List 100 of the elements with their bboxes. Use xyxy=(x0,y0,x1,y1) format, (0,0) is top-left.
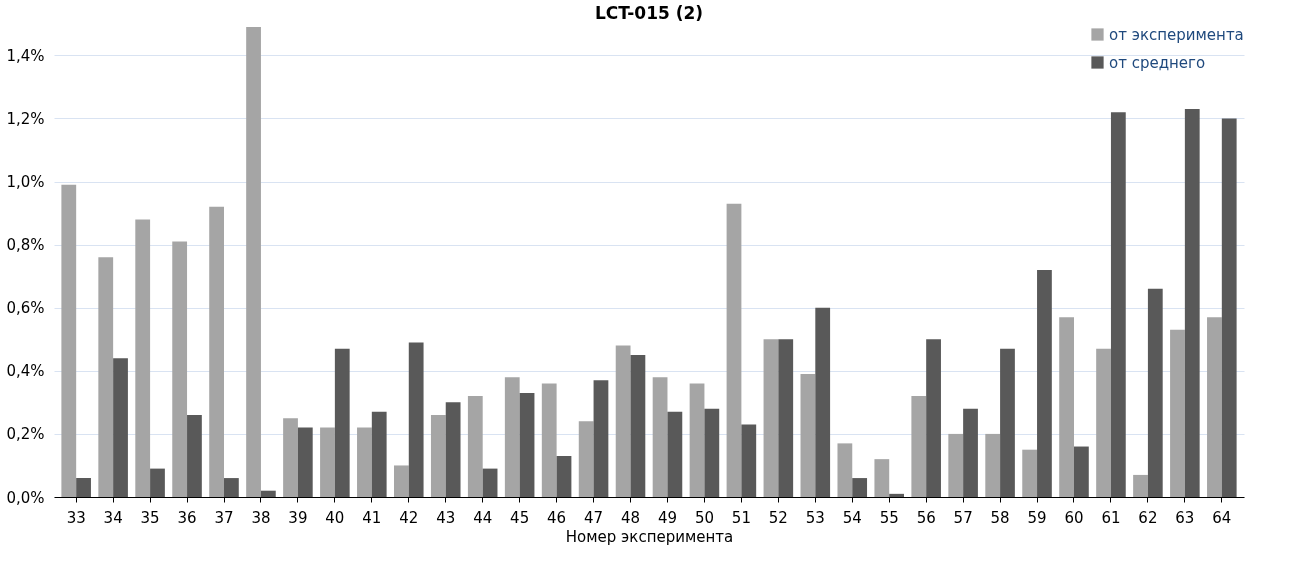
bar xyxy=(371,411,387,497)
bar xyxy=(926,339,941,497)
bar xyxy=(113,358,128,497)
bar xyxy=(1170,329,1185,497)
bar xyxy=(135,219,151,497)
bar xyxy=(985,433,1001,497)
bar xyxy=(541,383,557,497)
bar xyxy=(1059,317,1074,497)
y-tick-label: 1,4% xyxy=(6,46,45,65)
x-axis-title: Номер эксперимента xyxy=(565,527,734,546)
bar xyxy=(615,345,631,497)
x-tick-label: 57 xyxy=(953,508,973,527)
y-tick-label: 0,2% xyxy=(6,425,45,444)
bar xyxy=(726,203,742,497)
x-tick-label: 59 xyxy=(1027,508,1047,527)
bar xyxy=(394,465,409,497)
legend-label: от среднего xyxy=(1109,53,1206,72)
x-tick-label: 37 xyxy=(214,508,234,527)
bar xyxy=(1133,474,1148,497)
bar xyxy=(283,418,298,497)
x-tick-label: 48 xyxy=(620,508,641,527)
bar xyxy=(357,427,372,497)
bar xyxy=(815,307,831,497)
bar xyxy=(652,377,668,497)
legend-label: от эксперимента xyxy=(1109,25,1244,44)
x-tick-label: 45 xyxy=(510,508,530,527)
bar xyxy=(1207,317,1222,497)
x-tick-label: 33 xyxy=(66,508,86,527)
bar xyxy=(800,373,816,497)
bar xyxy=(763,339,779,497)
bar xyxy=(224,478,239,497)
x-tick-label: 38 xyxy=(251,508,271,527)
bar xyxy=(778,339,794,497)
bar xyxy=(1096,348,1111,497)
x-tick-label: 51 xyxy=(731,508,751,527)
bar xyxy=(1000,348,1015,497)
chart-title: LCT-015 (2) xyxy=(594,3,704,23)
x-tick-label: 44 xyxy=(473,508,493,527)
x-tick-label: 36 xyxy=(177,508,197,527)
bar xyxy=(209,206,224,497)
bar xyxy=(482,468,498,497)
x-tick-label: 34 xyxy=(103,508,123,527)
bar xyxy=(874,459,890,497)
bar xyxy=(741,424,757,497)
bar xyxy=(1022,449,1038,497)
x-tick-label: 60 xyxy=(1064,508,1084,527)
bar xyxy=(593,380,609,497)
bar xyxy=(408,342,424,497)
bar xyxy=(556,455,572,497)
bar xyxy=(320,427,335,497)
bar xyxy=(297,427,313,497)
x-tick-label: 42 xyxy=(399,508,419,527)
bar xyxy=(837,443,853,497)
x-tick-label: 63 xyxy=(1175,508,1195,527)
bar xyxy=(260,490,276,497)
bar xyxy=(630,355,646,497)
bar xyxy=(1110,112,1126,497)
bar xyxy=(852,478,868,497)
bar xyxy=(334,348,350,497)
bar xyxy=(150,468,165,497)
x-tick-label: 61 xyxy=(1101,508,1121,527)
bar xyxy=(1184,109,1200,497)
bar xyxy=(1221,118,1237,497)
bar xyxy=(98,257,114,497)
y-tick-label: 1,0% xyxy=(6,173,45,192)
bar xyxy=(61,184,77,497)
x-tick-label: 40 xyxy=(325,508,345,527)
bar xyxy=(504,377,520,497)
bar xyxy=(704,408,720,497)
x-tick-label: 46 xyxy=(547,508,567,527)
x-tick-label: 53 xyxy=(805,508,825,527)
x-tick-label: 54 xyxy=(842,508,862,527)
bar xyxy=(1037,269,1052,497)
y-tick-label: 1,2% xyxy=(6,109,45,128)
x-tick-label: 64 xyxy=(1212,508,1232,527)
y-tick-label: 0,0% xyxy=(6,488,45,507)
bar xyxy=(911,396,927,497)
bar xyxy=(889,493,904,497)
bar xyxy=(430,414,446,497)
x-tick-label: 50 xyxy=(694,508,714,527)
bar xyxy=(689,383,705,497)
bar xyxy=(467,396,483,497)
y-tick-label: 0,8% xyxy=(6,236,45,255)
x-tick-label: 47 xyxy=(584,508,604,527)
bar xyxy=(963,408,978,497)
bar xyxy=(445,402,461,497)
bar xyxy=(519,392,535,497)
bar xyxy=(1147,288,1163,497)
bar xyxy=(667,411,683,497)
bar xyxy=(246,27,261,497)
bar xyxy=(1074,446,1089,497)
bar xyxy=(76,478,91,497)
bar xyxy=(578,421,594,497)
x-tick-label: 39 xyxy=(288,508,308,527)
x-tick-label: 52 xyxy=(768,508,788,527)
bar xyxy=(172,241,188,497)
x-tick-label: 43 xyxy=(436,508,456,527)
x-tick-label: 58 xyxy=(990,508,1010,527)
y-tick-label: 0,4% xyxy=(6,362,45,381)
x-tick-label: 62 xyxy=(1138,508,1158,527)
